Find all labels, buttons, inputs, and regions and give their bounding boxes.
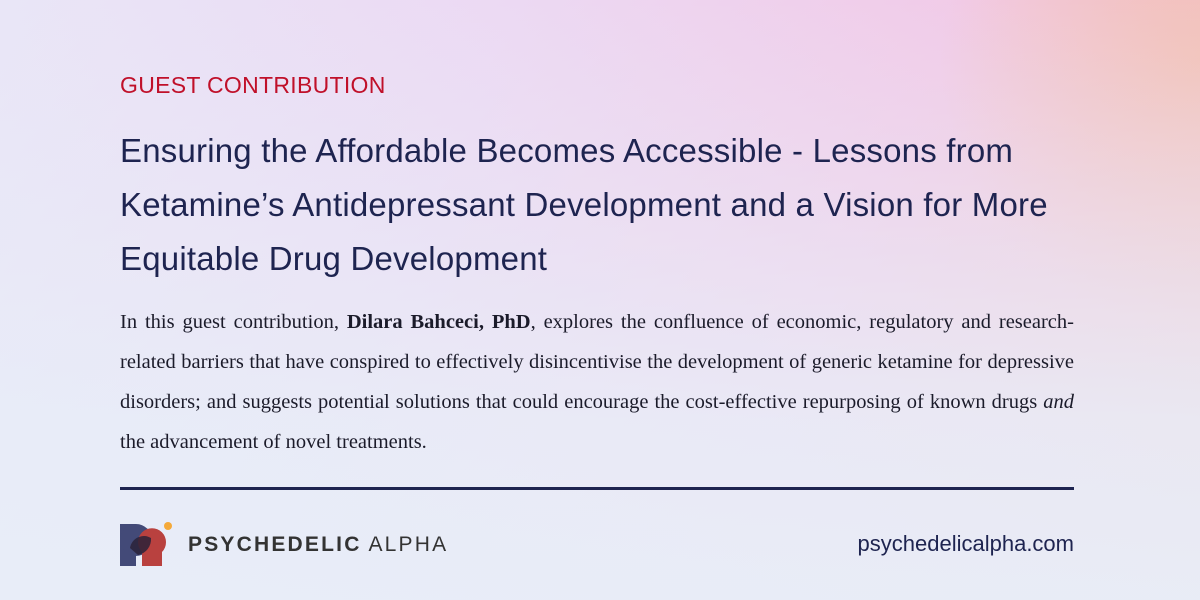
summary-emphasis: and bbox=[1043, 391, 1074, 413]
headline: Ensuring the Affordable Becomes Accessib… bbox=[120, 132, 1048, 277]
divider bbox=[120, 487, 1074, 490]
brand-light: ALPHA bbox=[368, 533, 449, 556]
brand-name: PSYCHEDELIC ALPHA bbox=[188, 533, 448, 557]
psychedelic-alpha-logo-icon bbox=[120, 522, 172, 566]
brand-bold: PSYCHEDELIC bbox=[188, 533, 362, 556]
summary-body: , explores the confluence of economic, r… bbox=[120, 311, 1074, 413]
website-url: psychedelicalpha.com bbox=[857, 531, 1074, 556]
category-label: GUEST CONTRIBUTION bbox=[120, 72, 386, 98]
summary-end: the advancement of novel treatments. bbox=[120, 431, 427, 453]
summary-intro: In this guest contribution, bbox=[120, 311, 347, 333]
summary: In this guest contribution, Dilara Bahce… bbox=[120, 302, 1074, 462]
author-name: Dilara Bahceci, PhD bbox=[346, 311, 531, 333]
